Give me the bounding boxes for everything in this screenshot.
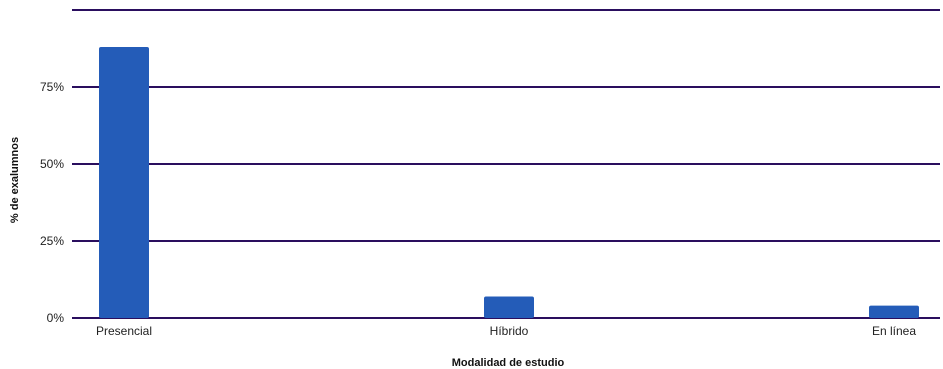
x-tick-label: Híbrido [490,324,529,338]
y-tick-label: 0% [47,311,65,325]
y-axis-label: % de exalumnos [9,137,21,223]
y-tick-labels: 0% 25% 50% 75% [40,80,64,325]
gridlines [72,9,940,319]
bar [99,46,149,319]
y-tick-label: 50% [40,157,64,171]
x-axis-label: Modalidad de estudio [452,357,565,369]
y-tick-label: 25% [40,234,64,248]
x-tick-label: En línea [872,324,916,338]
bars [99,46,919,319]
bar [869,305,919,318]
bar [484,296,534,318]
x-tick-label: Presencial [96,324,152,338]
y-tick-label: 75% [40,80,64,94]
x-tick-labels: Presencial Híbrido En línea [96,324,916,338]
